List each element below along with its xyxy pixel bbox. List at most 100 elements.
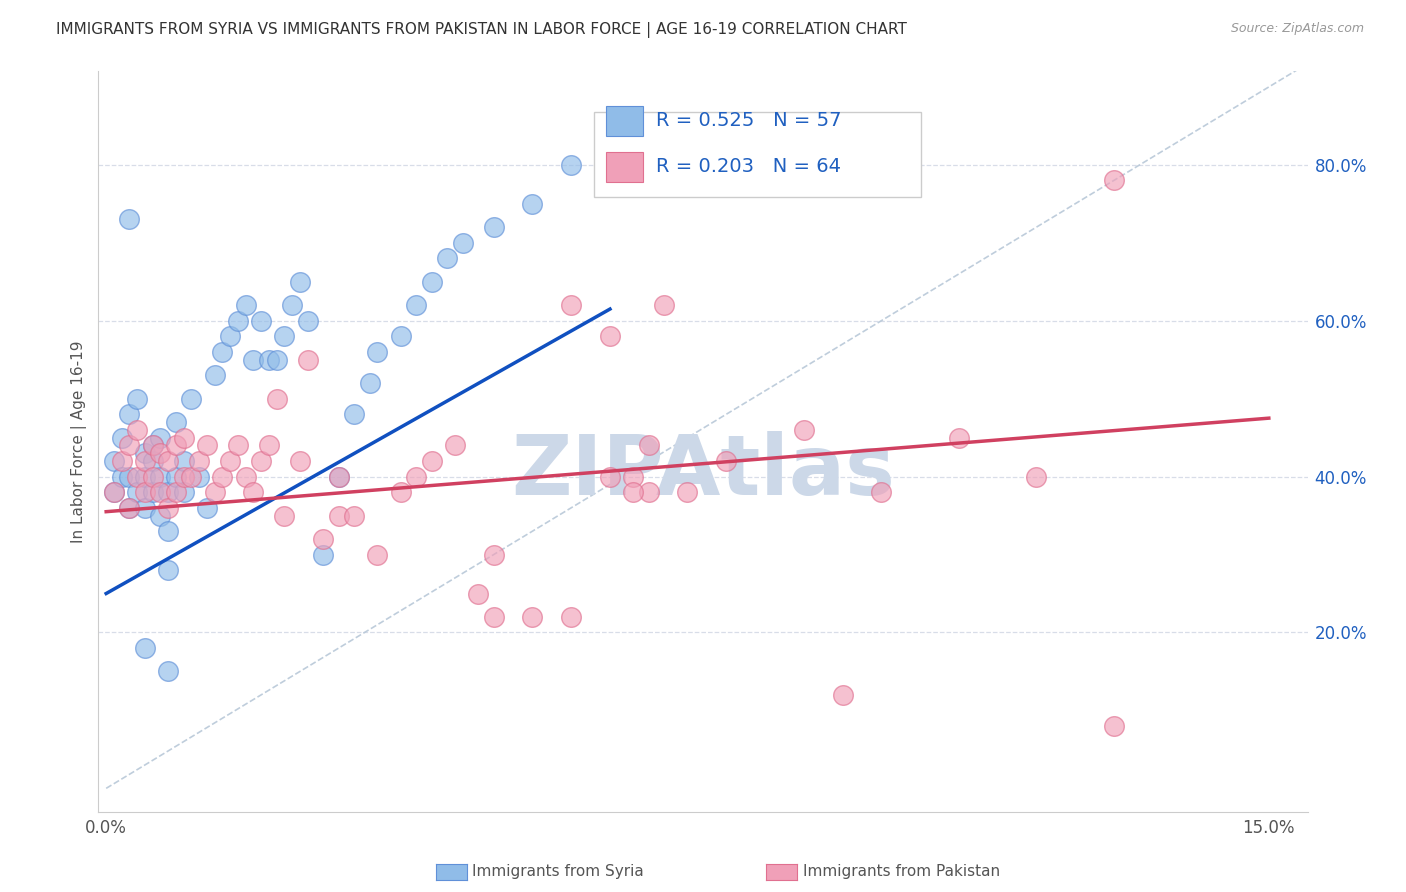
Point [1102,719,1125,733]
Point [149,446,172,460]
Point [389,485,412,500]
Point [420,275,443,289]
Point [560,158,582,172]
Point [482,610,505,624]
Point [242,485,264,500]
Point [142,469,165,483]
Point [149,431,172,445]
Point [250,314,273,328]
Point [157,485,180,500]
Bar [606,106,643,136]
Point [211,469,233,483]
Point [157,563,180,577]
Point [180,469,202,483]
Point [273,329,295,343]
Point [444,438,467,452]
Point [366,345,388,359]
Point [134,469,156,483]
Point [1025,469,1047,483]
Point [219,329,242,343]
Point [149,508,172,523]
Point [637,485,659,500]
Point [522,610,544,624]
Bar [606,152,643,182]
Point [637,438,659,452]
Point [288,454,311,468]
Point [157,500,180,515]
Point [118,438,141,452]
Point [195,438,218,452]
Text: Immigrants from Pakistan: Immigrants from Pakistan [803,864,1000,879]
Point [111,454,134,468]
Point [157,524,180,538]
Point [343,407,366,421]
Point [134,454,156,468]
Point [266,392,288,406]
Point [405,469,427,483]
Point [522,197,544,211]
Point [111,469,134,483]
Point [127,392,149,406]
Point [328,469,350,483]
Point [405,298,427,312]
Point [173,485,195,500]
Y-axis label: In Labor Force | Age 16-19: In Labor Force | Age 16-19 [72,340,87,543]
Point [188,454,211,468]
Point [142,438,165,452]
Text: Immigrants from Syria: Immigrants from Syria [472,864,644,879]
Point [312,548,335,562]
Point [127,423,149,437]
Point [118,407,141,421]
Point [1102,173,1125,187]
Point [204,485,226,500]
Point [127,469,149,483]
Point [389,329,412,343]
Point [103,454,125,468]
Point [451,235,474,250]
Point [235,469,257,483]
Point [173,454,195,468]
Point [165,485,187,500]
Point [149,485,172,500]
Point [831,688,853,702]
Point [118,469,141,483]
Point [211,345,233,359]
Point [436,252,458,266]
Point [165,438,187,452]
Point [621,485,644,500]
Point [219,454,242,468]
Point [281,298,304,312]
Point [297,314,319,328]
Point [312,532,335,546]
Point [676,485,699,500]
Point [226,438,249,452]
Point [118,500,141,515]
Point [134,500,156,515]
Point [165,469,187,483]
Point [142,438,165,452]
Text: ZIPAtlas: ZIPAtlas [510,431,896,512]
Point [273,508,295,523]
Text: R = 0.525   N = 57: R = 0.525 N = 57 [655,111,841,129]
Point [328,508,350,523]
Point [467,586,489,600]
Point [157,665,180,679]
Point [142,454,165,468]
Point [948,431,970,445]
Point [118,212,141,227]
Point [366,548,388,562]
Point [793,423,815,437]
Point [621,469,644,483]
Point [297,352,319,367]
Point [250,454,273,468]
Point [180,392,202,406]
Point [173,469,195,483]
Point [157,454,180,468]
Point [142,485,165,500]
Point [195,500,218,515]
Point [420,454,443,468]
Point [343,508,366,523]
Point [870,485,893,500]
Point [103,485,125,500]
Point [103,485,125,500]
